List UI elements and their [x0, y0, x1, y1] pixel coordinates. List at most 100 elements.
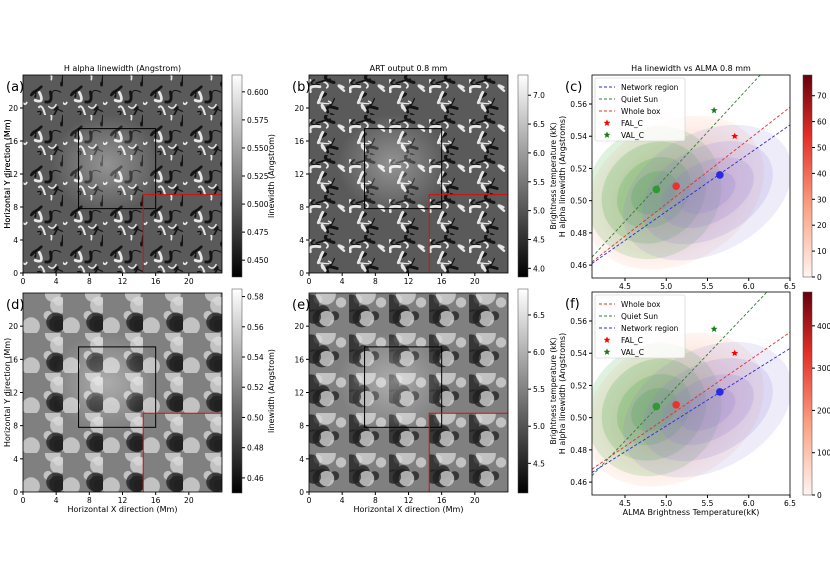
- x-tick-label: 5.0: [660, 499, 672, 508]
- y-tick-label: 16: [8, 355, 18, 364]
- y-tick-label: 4: [13, 236, 18, 245]
- legend-entry: Whole box: [621, 107, 661, 116]
- y-tick-label: 16: [294, 355, 304, 364]
- y-tick-label: 12: [8, 389, 18, 398]
- axes-frame: [591, 74, 791, 279]
- x-tick-label: 12: [118, 277, 128, 286]
- fit-line: [592, 124, 790, 264]
- y-tick-label: 8: [299, 203, 304, 212]
- x-tick-label: 0: [307, 277, 312, 286]
- y-tick-label: 0: [299, 488, 304, 497]
- x-tick-label: 4: [54, 277, 59, 286]
- y-tick-label: 12: [294, 389, 304, 398]
- x-tick-label: 20: [470, 277, 480, 286]
- legend-entry: Whole box: [621, 300, 661, 309]
- colorbar-tick-label: 60: [817, 118, 827, 127]
- colorbar-tick-label: 0.48: [247, 444, 264, 453]
- colorbar-tick-label: 0.575: [247, 116, 269, 125]
- colorbar-tick-label: 300: [817, 364, 830, 373]
- x-tick-label: 8: [373, 496, 378, 505]
- colorbar-strip: [231, 288, 243, 494]
- fit-line: [592, 331, 790, 470]
- axes-frame: [591, 291, 791, 496]
- panel-title: H alpha linewidth (Angstrom): [64, 64, 181, 73]
- fit-line: [592, 292, 768, 476]
- colorbar-tick-label: 40: [817, 169, 827, 178]
- y-tick-label: 0.50: [570, 414, 587, 423]
- density-background: [592, 115, 764, 270]
- colorbar-tick-label: 5.5: [533, 385, 545, 394]
- colorbar-strip: [517, 288, 529, 494]
- y-tick-label: 12: [8, 170, 18, 179]
- quiet-sun-contour: [601, 358, 707, 461]
- colorbar-tick-label: 4.0: [533, 264, 545, 273]
- quiet-sun-box: [142, 412, 222, 492]
- network-glow: [51, 332, 162, 433]
- y-tick-label: 8: [299, 422, 304, 431]
- x-tick-label: 4: [340, 277, 345, 286]
- x-tick-label: 6.5: [784, 499, 796, 508]
- model-star-marker: [731, 349, 739, 357]
- panel-label: (a): [6, 80, 24, 95]
- colorbar-f: 0 100 200 300 400: [802, 291, 830, 500]
- y-tick-label: 4: [299, 455, 304, 464]
- network-region-box: [364, 346, 443, 428]
- legend: Network region Quiet Sun Whole box FAL_C VAL…: [594, 77, 686, 142]
- x-tick-label: 8: [87, 496, 92, 505]
- quiet-sun-contour: [592, 126, 722, 260]
- colorbar-tick-label: 6.5: [533, 120, 545, 129]
- x-tick-label: 12: [118, 496, 128, 505]
- y-tick-label: 20: [294, 322, 304, 331]
- y-axis-label: Horizontal Y direction (Mm): [3, 119, 12, 228]
- network-contour: [642, 358, 773, 462]
- quiet-sun-contour: [631, 170, 677, 215]
- x-tick-label: 0: [21, 496, 26, 505]
- fit-line: [592, 348, 790, 473]
- y-tick-label: 0.46: [570, 261, 587, 270]
- x-tick-label: 8: [87, 277, 92, 286]
- network-glow: [337, 332, 448, 433]
- colorbar-tick-label: 7.0: [533, 91, 545, 100]
- network-contour: [679, 388, 736, 431]
- colorbar-tick-label: 0.500: [247, 200, 269, 209]
- y-tick-label: 20: [294, 104, 304, 113]
- colorbar-tick-label: 0.600: [247, 88, 269, 97]
- model-star-marker: [710, 325, 718, 332]
- x-tick-label: 5.5: [702, 282, 714, 291]
- colorbar-e: 4.5 5.0 5.5 6.0 6.5 Brightness temperature (k…: [517, 288, 558, 494]
- x-axis-label: Horizontal X direction (Mm): [354, 505, 464, 514]
- panel-title: ART output 0.8 mm: [370, 64, 448, 73]
- colorbar-label: linewidth (Angstrom): [267, 349, 276, 433]
- colorbar-tick-label: 400: [817, 322, 830, 331]
- network-region-box: [78, 128, 157, 210]
- mean-point: [672, 400, 680, 409]
- y-tick-label: 16: [8, 137, 18, 146]
- x-tick-label: 16: [151, 496, 161, 505]
- x-axis-label: Horizontal X direction (Mm): [68, 505, 178, 514]
- network-contour: [661, 374, 754, 446]
- colorbar-strip: [802, 291, 813, 496]
- colorbar-a: 0.450 0.475 0.500 0.525 0.550 0.575 0.600 linew…: [231, 74, 276, 278]
- x-tick-label: 0: [21, 277, 26, 286]
- legend-star-swatch: [603, 131, 611, 138]
- y-tick-label: 8: [13, 203, 18, 212]
- y-axis-label: Horizontal Y direction (Mm): [3, 119, 12, 228]
- panel-e: 0 4 8 12 16 20 0 4 8 12 16 20 Horizontal X direction…: [292, 292, 509, 514]
- mean-point: [716, 171, 724, 179]
- panel-title: Ha linewidth vs ALMA 0.8 mm: [631, 64, 751, 73]
- colorbar-tick-label: 0: [817, 273, 822, 282]
- legend-star-swatch: [603, 336, 611, 343]
- x-tick-label: 12: [404, 277, 414, 286]
- y-tick-label: 0.56: [570, 100, 587, 109]
- y-tick-label: 16: [294, 137, 304, 146]
- x-tick-label: 16: [151, 277, 161, 286]
- legend-entry: FAL_C: [621, 119, 643, 128]
- legend-entry: Quiet Sun: [621, 95, 658, 104]
- x-tick-label: 6.0: [743, 499, 755, 508]
- x-tick-label: 6.0: [743, 282, 755, 291]
- panel-d: 0 4 8 12 16 20 0 4 8 12 16 20 Horizontal X direction…: [3, 292, 223, 514]
- model-star-marker: [710, 106, 718, 114]
- legend-entry: Quiet Sun: [621, 312, 658, 321]
- y-tick-label: 20: [8, 322, 18, 331]
